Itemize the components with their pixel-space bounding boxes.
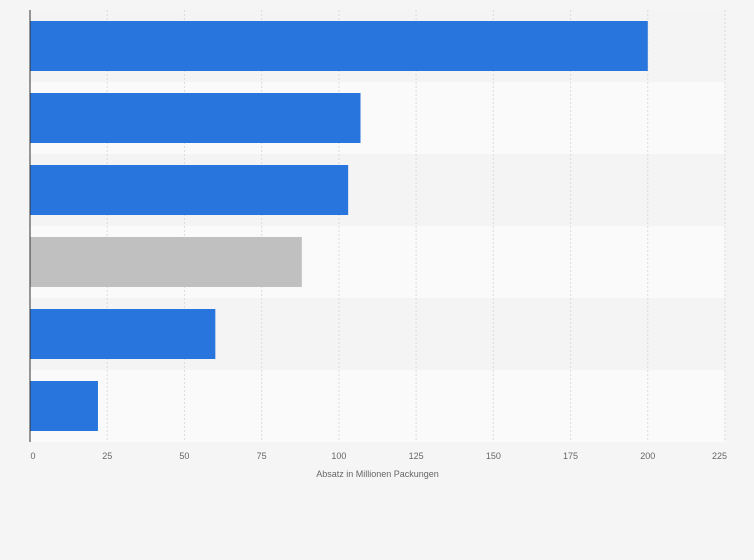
bar[interactable] bbox=[30, 309, 216, 359]
x-tick-label: 75 bbox=[257, 451, 267, 461]
x-tick-label: 100 bbox=[331, 451, 346, 461]
x-tick-label: 200 bbox=[640, 451, 655, 461]
x-tick-label: 150 bbox=[486, 451, 501, 461]
row-band bbox=[30, 370, 725, 442]
x-tick-label: 175 bbox=[563, 451, 578, 461]
x-tick-label: 0 bbox=[30, 451, 35, 461]
bar[interactable] bbox=[30, 237, 302, 287]
row-bands bbox=[30, 10, 725, 442]
x-tick-label: 225 bbox=[712, 451, 727, 461]
x-tick-label: 25 bbox=[102, 451, 112, 461]
bars bbox=[30, 21, 648, 431]
x-tick-labels: 0 25 50 75 100 125 150 175 200 225 bbox=[30, 451, 727, 461]
x-tick-label: 50 bbox=[179, 451, 189, 461]
x-tick-label: 125 bbox=[409, 451, 424, 461]
gridlines bbox=[106, 10, 726, 442]
bar[interactable] bbox=[30, 381, 98, 431]
x-axis-title: Absatz in Millionen Packungen bbox=[316, 469, 439, 479]
bar[interactable] bbox=[30, 21, 648, 71]
bar[interactable] bbox=[30, 93, 361, 143]
bar[interactable] bbox=[30, 165, 349, 215]
